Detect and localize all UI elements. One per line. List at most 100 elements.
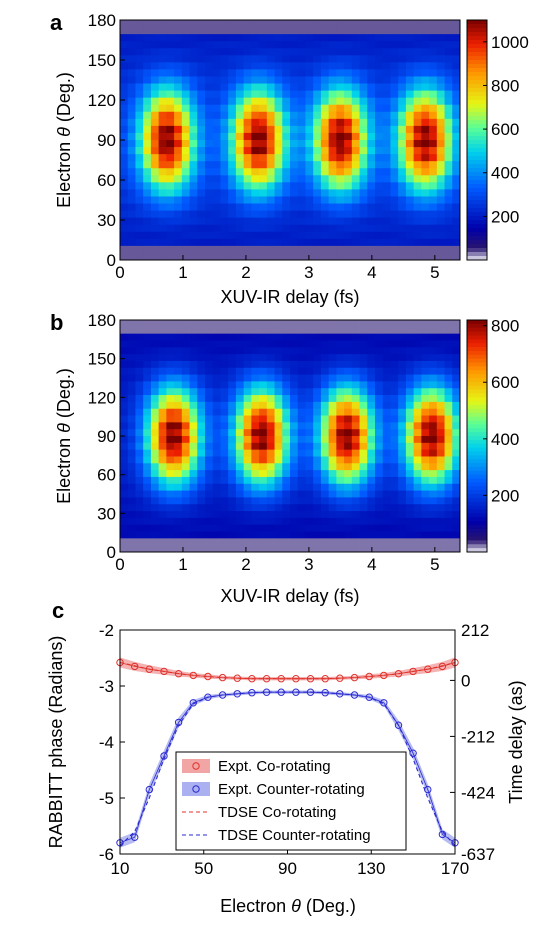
heatmap-cell (444, 340, 453, 348)
heatmap-cell (367, 83, 376, 91)
heatmap-cell (220, 182, 229, 190)
heatmap-cell (228, 154, 237, 162)
heatmap-cell (282, 401, 291, 410)
heatmap-cell (390, 429, 399, 437)
heatmap-cell (367, 429, 376, 437)
heatmap-cell (143, 517, 152, 526)
heatmap-cell (405, 449, 415, 457)
heatmap-cell (367, 531, 376, 539)
heatmap-cell (220, 27, 229, 35)
heatmap-cell (235, 497, 245, 505)
heatmap-cell (375, 210, 384, 219)
heatmap-cell (359, 470, 368, 478)
heatmap-cell (228, 224, 237, 233)
heatmap-cell (235, 245, 245, 254)
heatmap-cell (382, 224, 391, 233)
heatmap-cell (390, 224, 399, 233)
heatmap-cell (305, 470, 314, 478)
heatmap-cell (398, 524, 407, 532)
heatmap-cell (367, 388, 376, 396)
heatmap-cell (344, 517, 353, 526)
heatmap-cell (120, 545, 129, 553)
heatmap-cell (313, 97, 322, 106)
heatmap-cell (375, 69, 384, 77)
heatmap-cell (405, 367, 415, 375)
heatmap-cell (320, 524, 330, 532)
heatmap-cell (274, 55, 283, 63)
heatmap-cell (452, 374, 461, 382)
colorbar-segment (467, 240, 487, 245)
heatmap-cell (444, 132, 453, 141)
heatmap-cell (127, 436, 136, 444)
heatmap-cell (421, 367, 430, 375)
heatmap-cell (367, 422, 376, 430)
heatmap-cell (382, 531, 391, 539)
heatmap-cell (235, 511, 245, 519)
heatmap-cell (359, 20, 368, 28)
heatmap-cell (390, 182, 399, 190)
heatmap-cell (212, 224, 221, 233)
heatmap-cell (351, 140, 360, 148)
heatmap-cell (235, 531, 245, 539)
heatmap-cell (444, 62, 453, 70)
heatmap-cell (205, 326, 214, 335)
heatmap-cell (413, 408, 422, 416)
heatmap-cell (405, 69, 415, 77)
heatmap-cell (429, 147, 438, 155)
heatmap-cell (375, 111, 384, 120)
heatmap-cell (212, 429, 221, 437)
heatmap-cell (313, 48, 322, 56)
heatmap-cell (174, 27, 183, 35)
heatmap-cell (351, 182, 360, 190)
heatmap-cell (150, 48, 160, 56)
heatmap-cell (243, 118, 252, 127)
heatmap-cell (181, 231, 190, 240)
heatmap-cell (127, 168, 136, 176)
colorbar-tick-label: 800 (491, 76, 519, 95)
heatmap-cell (143, 531, 152, 539)
heatmap-cell (429, 511, 438, 519)
heatmap-cell (197, 388, 206, 396)
heatmap-cell (305, 483, 314, 491)
heatmap-cell (297, 245, 306, 254)
heatmap-cell (120, 333, 129, 341)
heatmap-cell (251, 175, 260, 183)
heatmap-cell (421, 388, 430, 396)
heatmap-cell (197, 381, 206, 389)
heatmap-cell (220, 245, 229, 254)
heatmap-b-xlabel: XUV-IR delay (fs) (220, 586, 359, 606)
heatmap-cell (436, 104, 445, 113)
heatmap-cell (452, 140, 461, 148)
heatmap-cell (251, 76, 260, 84)
heatmap-cell (266, 224, 275, 233)
heatmap-cell (405, 517, 415, 526)
heatmap-cell (398, 147, 407, 155)
heatmap-cell (143, 111, 152, 120)
heatmap-cell (429, 333, 438, 341)
heatmap-cell (336, 224, 345, 233)
heatmap-cell (120, 41, 129, 49)
heatmap-cell (205, 168, 214, 176)
heatmap-cell (189, 252, 198, 261)
heatmap-cell (359, 252, 368, 261)
colorbar-tick-label: 600 (491, 120, 519, 139)
heatmap-cell (382, 470, 391, 478)
heatmap-cell (228, 252, 237, 261)
heatmap-cell (220, 538, 229, 546)
heatmap-cell (282, 422, 291, 430)
heatmap-cell (444, 154, 453, 162)
heatmap-cell (266, 360, 275, 369)
heatmap-cell (367, 333, 376, 341)
heatmap-cell (228, 168, 237, 176)
heatmap-cell (313, 118, 322, 127)
heatmap-cell (382, 238, 391, 247)
heatmap-cell (135, 111, 144, 120)
heatmap-cell (189, 442, 198, 451)
heatmap-cell (143, 463, 152, 471)
heatmap-cell (444, 55, 453, 63)
heatmap-cell (158, 154, 167, 162)
heatmap-cell (359, 476, 368, 485)
heatmap-cell (243, 132, 252, 141)
heatmap-cell (413, 490, 422, 498)
colorbar-segment (467, 397, 487, 402)
